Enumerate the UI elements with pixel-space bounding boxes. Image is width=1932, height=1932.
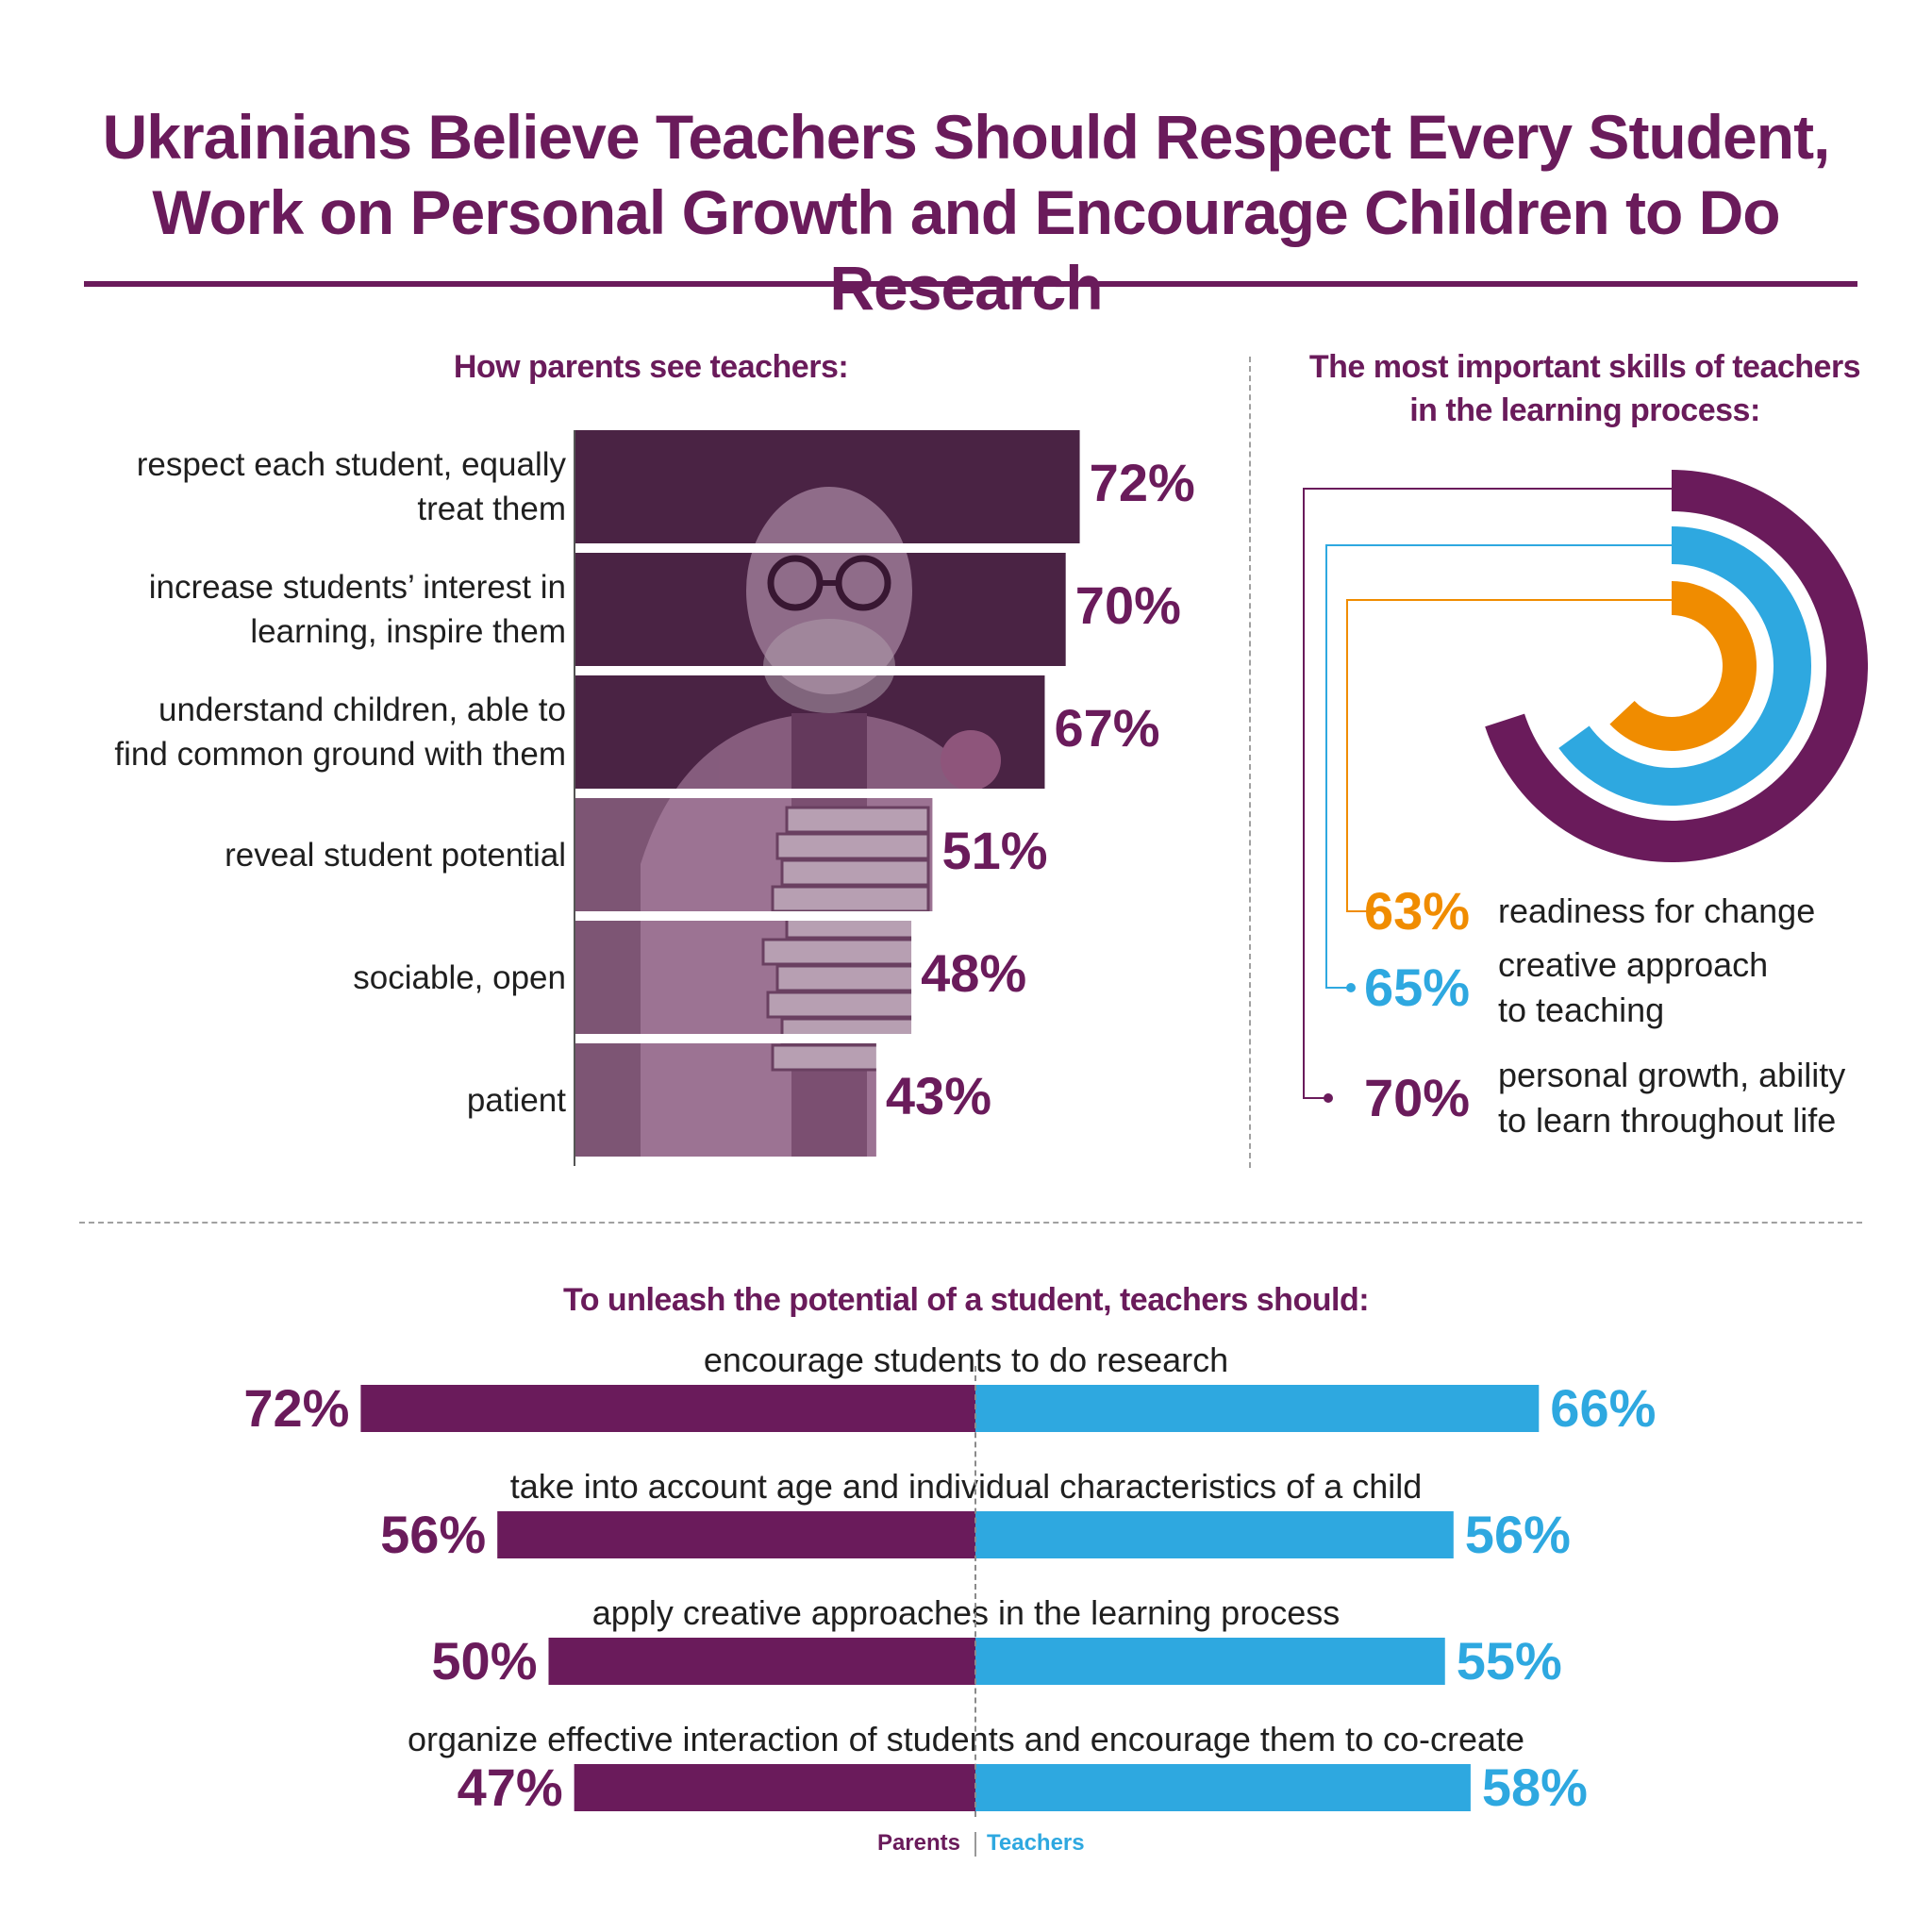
diverging-category-label: apply creative approaches in the learnin… (591, 1593, 1341, 1632)
teachers-value: 66% (1550, 1378, 1657, 1438)
horizontal-divider (79, 1222, 1862, 1224)
skills-ring (1609, 581, 1757, 751)
label-line: personal growth, ability (1498, 1056, 1846, 1094)
label-line: reveal student potential (225, 836, 566, 874)
skills-legend-value: 70% (1364, 1068, 1471, 1127)
diverging-category-label: encourage students to do research (703, 1341, 1229, 1379)
parents-bar (497, 1511, 975, 1558)
label-line: patient (466, 1081, 566, 1119)
bar-gap (575, 911, 1235, 921)
teachers-value: 55% (1456, 1631, 1562, 1690)
title-line-1: Ukrainians Believe Teachers Should Respe… (102, 102, 1831, 172)
teachers-bar (975, 1638, 1445, 1685)
parents-bar-value: 72% (1089, 453, 1195, 512)
skills-legend-label: readiness for change (1498, 889, 1913, 934)
legend-dot (1324, 1093, 1333, 1103)
skills-heading: The most important skills of teachers in… (1308, 349, 1861, 428)
parents-bar-value: 70% (1074, 575, 1181, 635)
label-line: treat them (417, 491, 566, 527)
bar-gap (575, 789, 1235, 798)
parents-bar-label: reveal student potential (38, 833, 566, 877)
label-line: find common ground with them (114, 736, 566, 773)
bar-gap (575, 666, 1235, 675)
legend-parents: Parents (876, 1830, 960, 1856)
parents-bar-value: 67% (1054, 698, 1160, 758)
teachers-value: 58% (1481, 1757, 1588, 1817)
label-line: sociable, open (353, 958, 566, 996)
diverging-category-label: organize effective interaction of studen… (407, 1720, 1525, 1758)
bar-mask (911, 921, 1235, 1034)
parents-bar (548, 1638, 975, 1685)
parents-teachers-diverging-chart (360, 1385, 1540, 1811)
teachers-bar (975, 1511, 1454, 1558)
skills-ring (1485, 470, 1868, 862)
parents-value: 72% (243, 1378, 350, 1438)
legend-teachers: Teachers (987, 1830, 1085, 1856)
teachers-bar (975, 1764, 1471, 1811)
parents-bar (574, 1764, 975, 1811)
skills-radial-chart (1303, 470, 1868, 1103)
parents-bar-value: 48% (921, 943, 1027, 1003)
bar-gap (575, 543, 1235, 553)
legend-dot (1367, 907, 1376, 916)
legend-separator (974, 1832, 976, 1857)
bar-gap (575, 1034, 1235, 1043)
skills-legend-label: personal growth, ability to learn through… (1498, 1053, 1913, 1143)
bar-gap (575, 1157, 1235, 1166)
legend-connector (1325, 544, 1672, 989)
vertical-divider (1249, 357, 1251, 1168)
parents-bar-label: respect each student, equally treat them (38, 442, 566, 531)
unleash-potential-heading: To unleash the potential of a student, t… (562, 1282, 1370, 1318)
parents-bar-value: 43% (885, 1066, 991, 1125)
parents-value: 56% (380, 1505, 487, 1564)
bar-mask (875, 1043, 1235, 1157)
label-line: learning, inspire them (250, 613, 566, 650)
bar-mask (1065, 553, 1235, 666)
bar-mask (1079, 430, 1235, 543)
diverging-category-label: take into account age and individual cha… (509, 1467, 1423, 1506)
legend-dot (1346, 983, 1356, 992)
teachers-bar (975, 1385, 1540, 1432)
skills-legend-value: 65% (1364, 958, 1471, 1017)
parents-bar-label: increase students’ interest in learning, … (38, 565, 566, 654)
diverging-center-line (974, 1366, 976, 1817)
skills-legend-value: 63% (1364, 881, 1471, 941)
skills-legend-label: creative approach to teaching (1498, 942, 1913, 1033)
parents-chart-axis (574, 430, 575, 1166)
legend-connector (1303, 488, 1672, 1099)
parents-bar-label: patient (38, 1078, 566, 1123)
page-title: Ukrainians Believe Teachers Should Respe… (57, 99, 1875, 325)
bar-mask (932, 798, 1235, 911)
label-line: understand children, able to (158, 691, 566, 728)
title-line-2: Work on Personal Growth and Encourage Ch… (152, 177, 1780, 323)
bar-mask (1044, 675, 1235, 789)
label-line: respect each student, equally (136, 446, 566, 483)
parents-bar (360, 1385, 975, 1432)
teachers-value: 56% (1464, 1505, 1571, 1564)
parents-bar-label: sociable, open (38, 956, 566, 1000)
title-divider (84, 281, 1857, 287)
parents-bar-label: understand children, able to find common … (38, 688, 566, 776)
label-line: to teaching (1498, 991, 1665, 1029)
legend-connector (1346, 599, 1672, 912)
parents-value: 47% (457, 1757, 563, 1817)
label-line: to learn throughout life (1498, 1101, 1837, 1140)
parents-see-teachers-heading: How parents see teachers: (453, 349, 849, 385)
label-line: readiness for change (1498, 891, 1816, 930)
label-line: creative approach (1498, 945, 1769, 984)
label-line: increase students’ interest in (148, 569, 566, 606)
parents-value: 50% (431, 1631, 538, 1690)
parents-bar-chart (575, 430, 1235, 1166)
parents-bar-value: 51% (941, 821, 1048, 880)
skills-ring (1558, 526, 1811, 806)
